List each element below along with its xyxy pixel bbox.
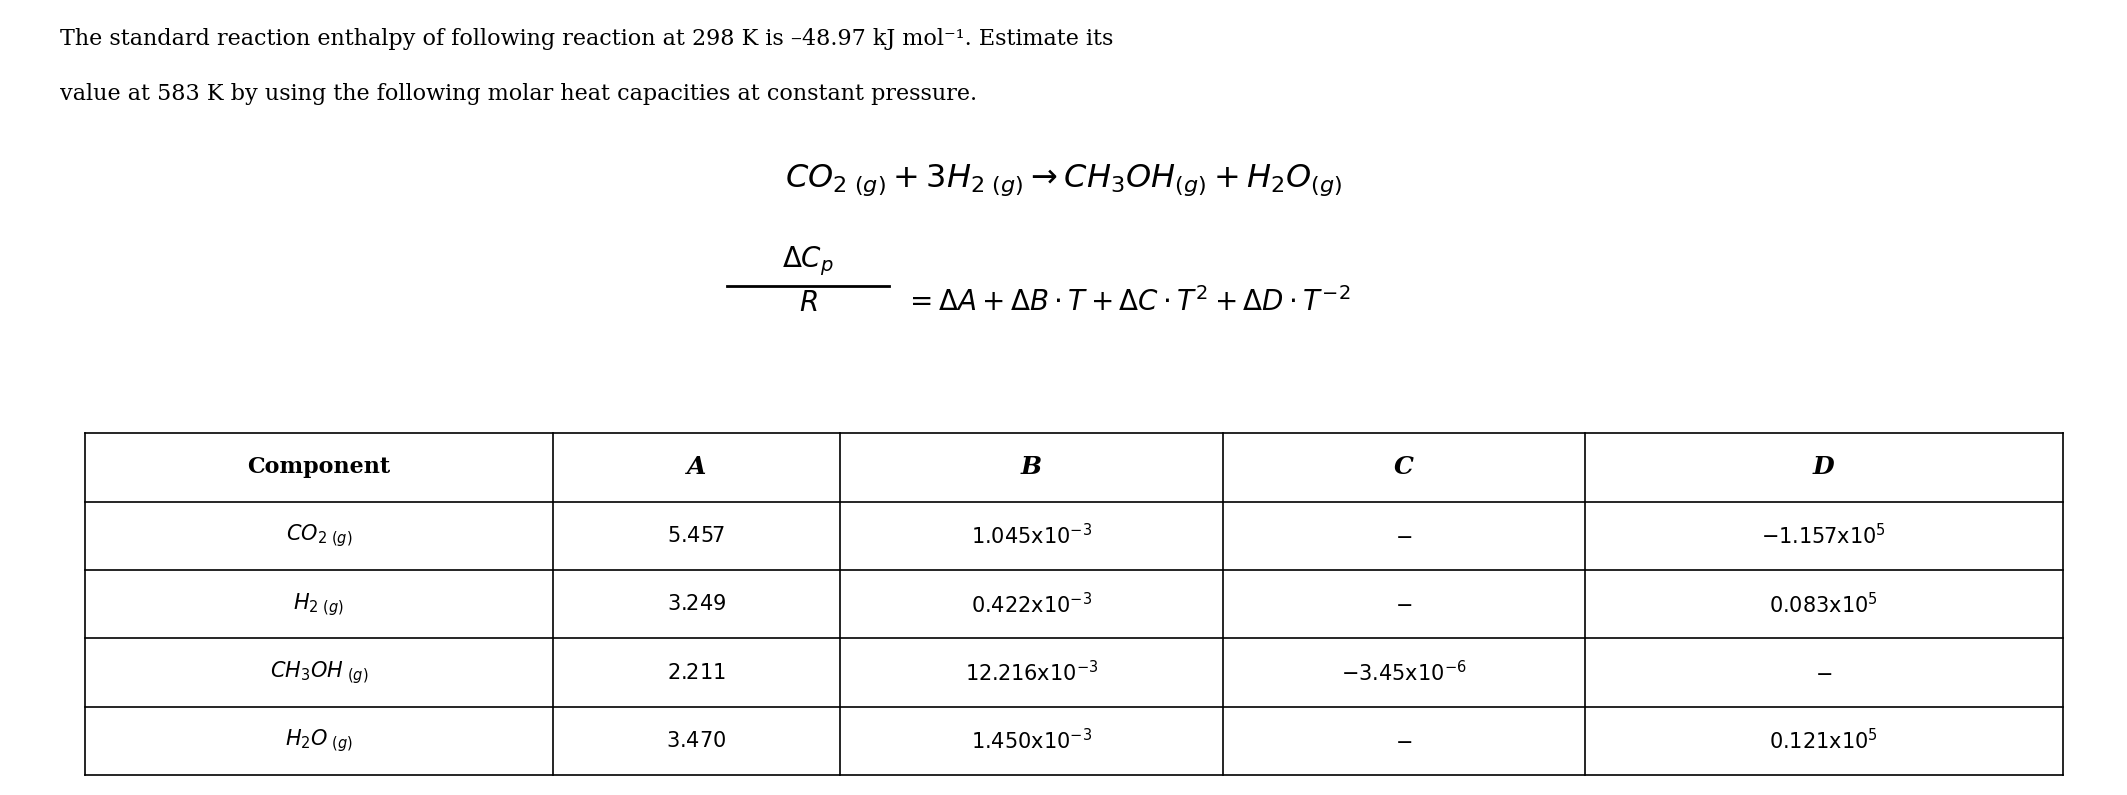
- Text: $-$: $-$: [1395, 594, 1412, 615]
- Text: D: D: [1812, 456, 1836, 479]
- Text: $\mathit{H}_{2}\mathit{O}_{\ \mathit{(g)}}$: $\mathit{H}_{2}\mathit{O}_{\ \mathit{(g)…: [285, 727, 353, 754]
- Text: $\mathit{0.121}\mathrm{x}10^{5}$: $\mathit{0.121}\mathrm{x}10^{5}$: [1770, 728, 1878, 754]
- Text: $\mathit{-3.45}\mathrm{x}10^{-6}$: $\mathit{-3.45}\mathrm{x}10^{-6}$: [1340, 660, 1468, 685]
- Text: value at 583 K by using the following molar heat capacities at constant pressure: value at 583 K by using the following mo…: [60, 83, 976, 106]
- Text: $-$: $-$: [1395, 525, 1412, 546]
- Text: $\mathit{H}_{2\ \mathit{(g)}}$: $\mathit{H}_{2\ \mathit{(g)}}$: [294, 591, 345, 618]
- Text: B: B: [1021, 456, 1042, 479]
- Text: $\mathit{-1.157}\mathrm{x}10^{5}$: $\mathit{-1.157}\mathrm{x}10^{5}$: [1761, 523, 1887, 549]
- Text: $\mathit{12.216}\mathrm{x}10^{-3}$: $\mathit{12.216}\mathrm{x}10^{-3}$: [966, 660, 1098, 685]
- Text: $5.457$: $5.457$: [668, 525, 725, 546]
- Text: $= \Delta A + \Delta B \cdot T + \Delta C \cdot T^{2} + \Delta D \cdot T^{-2}$: $= \Delta A + \Delta B \cdot T + \Delta …: [904, 287, 1351, 317]
- Text: C: C: [1393, 456, 1414, 479]
- Text: Component: Component: [247, 456, 391, 479]
- Text: $2.211$: $2.211$: [668, 662, 725, 683]
- Text: $\Delta C_p$: $\Delta C_p$: [783, 245, 834, 278]
- Text: $3.470$: $3.470$: [666, 731, 727, 751]
- Text: A: A: [687, 456, 706, 479]
- Text: $\mathit{CH}_{3}\mathit{OH}_{\ \mathit{(g)}}$: $\mathit{CH}_{3}\mathit{OH}_{\ \mathit{(…: [270, 659, 368, 686]
- Text: $\mathit{1.045}\mathrm{x}10^{-3}$: $\mathit{1.045}\mathrm{x}10^{-3}$: [972, 523, 1091, 549]
- Text: $\mathit{CO}_{2\ (g)} + 3\mathit{H}_{2\ (g)} \rightarrow \mathit{CH}_{3}\mathit{: $\mathit{CO}_{2\ (g)} + 3\mathit{H}_{2\ …: [785, 163, 1342, 199]
- Text: $R$: $R$: [800, 289, 817, 316]
- Text: $\mathit{CO}_{2\ \mathit{(g)}}$: $\mathit{CO}_{2\ \mathit{(g)}}$: [285, 522, 353, 549]
- Text: The standard reaction enthalpy of following reaction at 298 K is –48.97 kJ mol⁻¹: The standard reaction enthalpy of follow…: [60, 28, 1112, 50]
- Text: $3.249$: $3.249$: [668, 594, 725, 615]
- Text: $\mathit{1.450}\mathrm{x}10^{-3}$: $\mathit{1.450}\mathrm{x}10^{-3}$: [972, 728, 1091, 754]
- Text: $\mathit{0.083}\mathrm{x}10^{5}$: $\mathit{0.083}\mathrm{x}10^{5}$: [1770, 591, 1878, 617]
- Text: $\mathit{0.422}\mathrm{x}10^{-3}$: $\mathit{0.422}\mathrm{x}10^{-3}$: [972, 591, 1091, 617]
- Text: $-$: $-$: [1395, 731, 1412, 751]
- Text: $-$: $-$: [1814, 662, 1833, 683]
